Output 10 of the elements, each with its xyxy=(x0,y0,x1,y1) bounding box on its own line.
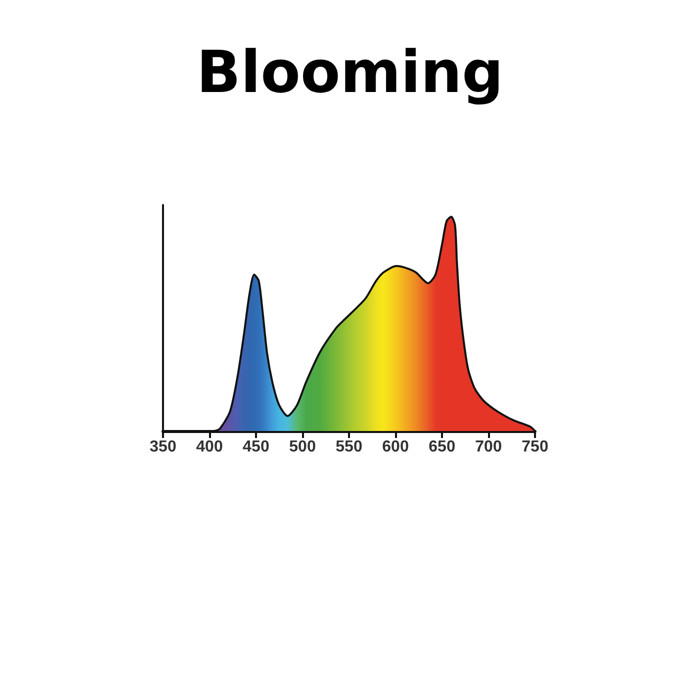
x-tick-label: 550 xyxy=(336,438,362,456)
x-tick-label: 700 xyxy=(475,438,502,456)
x-tick-label: 750 xyxy=(522,438,548,456)
x-tick-label: 450 xyxy=(242,438,270,456)
x-tick-label: 400 xyxy=(196,438,223,456)
x-tick-label: 650 xyxy=(428,438,456,456)
x-tick-label: 600 xyxy=(382,438,409,456)
chart-title: Blooming xyxy=(196,38,504,106)
x-tick-label: 350 xyxy=(150,438,176,456)
x-tick-label: 500 xyxy=(289,438,316,456)
